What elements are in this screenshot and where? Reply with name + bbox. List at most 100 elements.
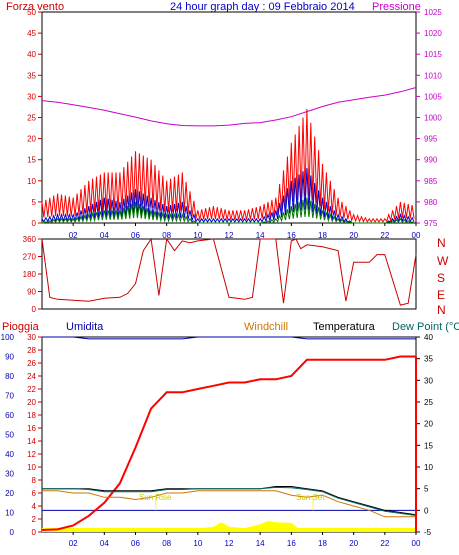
legend-umidita: Umidita xyxy=(66,321,104,333)
bottom-x-label: 00 xyxy=(412,539,421,548)
top-x-label: 14 xyxy=(256,231,265,240)
top-x-label: 00 xyxy=(412,231,421,240)
right-tick-label: 995 xyxy=(424,135,438,144)
temp-tick-label: 15 xyxy=(424,441,433,450)
series-raffica xyxy=(41,109,415,223)
right-tick-label: 985 xyxy=(424,177,438,186)
rain-tick-label: 24 xyxy=(27,372,36,381)
left-tick-label: 40 xyxy=(27,50,36,59)
dir-tick-label: 90 xyxy=(27,288,36,297)
rain-tick-label: 4 xyxy=(32,502,37,511)
temp-tick-label: 25 xyxy=(424,398,433,407)
series-pioggia xyxy=(41,355,416,531)
series-windchill xyxy=(42,490,416,518)
top-x-label: 08 xyxy=(162,231,171,240)
rain-tick-label: 28 xyxy=(27,346,36,355)
rain-tick-label: 30 xyxy=(27,333,36,342)
left-tick-label: 35 xyxy=(27,71,36,80)
series-pressione xyxy=(41,87,417,127)
top-x-label: 10 xyxy=(193,231,202,240)
right-tick-label: 1000 xyxy=(424,114,442,123)
bottom-x-label: 22 xyxy=(380,539,389,548)
rain-tick-label: 0 xyxy=(32,528,37,537)
dir-letter-w: W xyxy=(437,254,449,268)
left-tick-label: 30 xyxy=(27,92,36,101)
rain-tick-label: 18 xyxy=(27,411,36,420)
left-tick-label: 15 xyxy=(27,156,36,165)
rain-tick-label: 12 xyxy=(27,450,36,459)
rain-tick-label: 8 xyxy=(32,476,37,485)
humidity-tick-label: 10 xyxy=(5,509,14,518)
left-tick-label: 50 xyxy=(27,8,36,17)
top-x-label: 12 xyxy=(225,231,234,240)
right-tick-label: 975 xyxy=(424,219,438,228)
top-panel-frame xyxy=(41,11,417,224)
right-tick-label: 980 xyxy=(424,198,438,207)
chart-title: 24 hour graph day : 09 Febbraio 2014 xyxy=(170,1,355,13)
top-x-label: 06 xyxy=(131,231,140,240)
dir-letter-e: E xyxy=(437,288,445,302)
top-x-label: 02 xyxy=(69,231,78,240)
solar-area xyxy=(42,521,416,532)
rain-tick-label: 26 xyxy=(27,359,36,368)
temp-tick-label: 10 xyxy=(424,463,433,472)
legend-windchill: Windchill xyxy=(244,321,288,333)
rain-tick-label: 10 xyxy=(27,463,36,472)
top-x-label: 22 xyxy=(380,231,389,240)
left-tick-label: 45 xyxy=(27,29,36,38)
series-direzione xyxy=(41,237,417,306)
temp-tick-label: 5 xyxy=(424,485,429,494)
dir-tick-label: 270 xyxy=(23,253,37,262)
humidity-tick-label: 40 xyxy=(5,450,14,459)
dir-letter-s: S xyxy=(437,271,445,285)
dir-letter-n-bottom: N xyxy=(437,303,446,317)
legend-pioggia: Pioggia xyxy=(2,321,40,333)
sun-set-label: Sun Set xyxy=(296,493,325,502)
bottom-x-label: 08 xyxy=(162,539,171,548)
series-dew-point-c xyxy=(42,486,417,516)
right-tick-label: 1025 xyxy=(424,8,442,17)
right-tick-label: 1010 xyxy=(424,71,442,80)
bottom-x-label: 18 xyxy=(318,539,327,548)
bottom-x-label: 02 xyxy=(69,539,78,548)
temp-tick-label: 35 xyxy=(424,355,433,364)
bottom-x-label: 20 xyxy=(349,539,358,548)
dir-letter-n-top: N xyxy=(437,236,446,250)
right-tick-label: 1015 xyxy=(424,50,442,59)
direction-panel-frame xyxy=(41,238,417,310)
rain-tick-label: 14 xyxy=(27,437,36,446)
bottom-x-label: 04 xyxy=(100,539,109,548)
rain-tick-label: 2 xyxy=(32,515,37,524)
bottom-x-label: 12 xyxy=(225,539,234,548)
temp-tick-label: 0 xyxy=(424,506,429,515)
left-tick-label: 0 xyxy=(32,219,37,228)
left-tick-label: 10 xyxy=(27,177,36,186)
humidity-tick-label: 80 xyxy=(5,372,14,381)
temp-tick-label: 40 xyxy=(424,333,433,342)
humidity-tick-label: 20 xyxy=(5,489,14,498)
rain-tick-label: 22 xyxy=(27,385,36,394)
legend-dewpoint: Dew Point (°C xyxy=(392,321,459,333)
sun-rise-label: Sun Rise xyxy=(139,493,172,502)
humidity-tick-label: 100 xyxy=(1,333,15,342)
legend-temperatura: Temperatura xyxy=(313,321,376,333)
rain-tick-label: 16 xyxy=(27,424,36,433)
humidity-tick-label: 50 xyxy=(5,431,14,440)
temp-tick-label: -5 xyxy=(424,528,432,537)
dir-tick-label: 0 xyxy=(32,305,37,314)
top-x-label: 18 xyxy=(318,231,327,240)
humidity-tick-label: 60 xyxy=(5,411,14,420)
left-axis-title: Forza vento xyxy=(6,1,64,13)
series-umidita xyxy=(42,336,416,340)
rain-tick-label: 20 xyxy=(27,398,36,407)
temp-tick-label: 30 xyxy=(424,376,433,385)
dir-tick-label: 180 xyxy=(23,270,37,279)
dir-tick-label: 360 xyxy=(23,235,37,244)
humidity-tick-label: 30 xyxy=(5,470,14,479)
top-x-label: 16 xyxy=(287,231,296,240)
direction-letters: N W S E N xyxy=(437,236,449,317)
right-axis-title: Pressione xyxy=(372,1,421,13)
series-vento-medio xyxy=(41,197,415,224)
rain-tick-label: 6 xyxy=(32,489,37,498)
temp-tick-label: 20 xyxy=(424,420,433,429)
